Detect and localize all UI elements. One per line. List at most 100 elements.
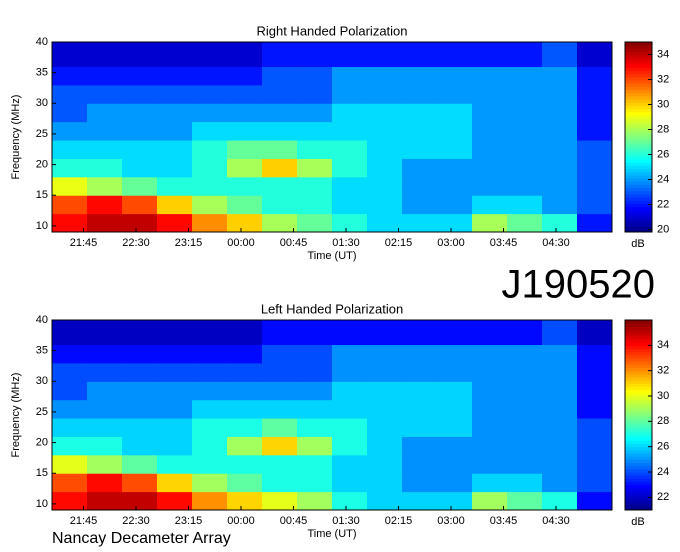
- heatmap-cell: [507, 436, 543, 456]
- heatmap-cell: [192, 491, 228, 511]
- heatmap-cell: [542, 195, 578, 215]
- colorbar-segment: [625, 440, 652, 444]
- heatmap-cell: [192, 473, 228, 493]
- heatmap-cell: [157, 454, 193, 474]
- heatmap-cell: [122, 213, 158, 233]
- heatmap-cell: [52, 381, 88, 401]
- heatmap-cell: [297, 103, 333, 123]
- heatmap-cell: [472, 418, 508, 437]
- heatmap-cell: [157, 42, 193, 68]
- y-tick-label: 35: [36, 345, 48, 357]
- heatmap-cell: [157, 140, 193, 159]
- heatmap-cell: [87, 436, 123, 456]
- heatmap-cell: [52, 213, 88, 233]
- colorbar-segment: [625, 130, 652, 135]
- colorbar-tick-label: 30: [657, 390, 669, 402]
- y-tick-label: 10: [36, 220, 48, 232]
- heatmap-cell: [227, 344, 263, 364]
- heatmap-cell: [332, 213, 368, 233]
- heatmap-cell: [262, 42, 298, 68]
- heatmap-cell: [507, 84, 543, 104]
- heatmap-cell: [52, 195, 88, 215]
- heatmap-cell: [262, 121, 298, 141]
- heatmap-cell: [402, 121, 438, 141]
- colorbar-segment: [625, 345, 652, 349]
- heatmap-cell: [262, 399, 298, 419]
- heatmap-cell: [542, 418, 578, 437]
- colorbar-segment: [625, 181, 652, 185]
- heatmap-cell: [507, 195, 543, 215]
- heatmap-cell: [122, 362, 158, 382]
- heatmap-cell: [577, 66, 613, 86]
- colorbar-segment: [625, 421, 652, 425]
- heatmap-cell: [577, 84, 613, 104]
- heatmap-cell: [227, 195, 263, 215]
- heatmap-cell: [192, 158, 228, 178]
- x-tick-label: 03:00: [437, 515, 465, 527]
- heatmap-cell: [262, 344, 298, 364]
- heatmap-cell: [437, 362, 473, 382]
- heatmap-cell: [577, 103, 613, 123]
- colorbar-segment: [625, 354, 652, 359]
- heatmap-cell: [437, 344, 473, 364]
- heatmap-cell: [297, 320, 333, 346]
- heatmap-cell: [87, 195, 123, 215]
- heatmap-cell: [52, 176, 88, 196]
- heatmap-cell: [332, 195, 368, 215]
- heatmap-cell: [507, 42, 543, 68]
- heatmap-cell: [507, 491, 543, 511]
- colorbar-segment: [625, 320, 652, 324]
- colorbar-segment: [625, 323, 652, 327]
- heatmap-cell: [577, 42, 613, 68]
- colorbar-segment: [625, 437, 652, 441]
- colorbar-segment: [625, 92, 652, 97]
- y-tick-label: 40: [36, 36, 48, 48]
- colorbar-tick-label: 24: [657, 466, 669, 478]
- heatmap-cell: [577, 454, 613, 474]
- colorbar-segment: [625, 475, 652, 479]
- heatmap-cell: [157, 436, 193, 456]
- colorbar-segment: [625, 364, 652, 368]
- heatmap-cell: [472, 436, 508, 456]
- colorbar-segment: [625, 175, 652, 179]
- heatmap-cell: [87, 381, 123, 401]
- colorbar-segment: [625, 137, 652, 141]
- colorbar-segment: [625, 213, 652, 217]
- heatmap-cell: [472, 344, 508, 364]
- heatmap-cell: [367, 140, 403, 159]
- heatmap-cell: [507, 418, 543, 437]
- heatmap-cell: [542, 176, 578, 196]
- heatmap-cell: [332, 42, 368, 68]
- heatmap-cell: [262, 176, 298, 196]
- heatmap-cell: [157, 362, 193, 382]
- heatmap-cell: [577, 213, 613, 233]
- colorbar-segment: [625, 396, 652, 400]
- heatmap-cell: [577, 436, 613, 456]
- heatmap-cell: [332, 491, 368, 511]
- colorbar-segment: [625, 168, 652, 173]
- x-tick-label: 00:45: [280, 237, 308, 249]
- heatmap-cell: [437, 103, 473, 123]
- heatmap-cell: [472, 140, 508, 159]
- colorbar-segment: [625, 326, 652, 330]
- x-tick-label: 04:30: [542, 515, 570, 527]
- heatmap-cell: [192, 362, 228, 382]
- x-tick-label: 02:15: [385, 515, 413, 527]
- heatmap-cell: [472, 103, 508, 123]
- colorbar-segment: [625, 481, 652, 486]
- colorbar-segment: [625, 99, 652, 103]
- heatmap-cell: [122, 195, 158, 215]
- heatmap-cell: [87, 213, 123, 233]
- x-tick-label: 23:15: [175, 237, 203, 249]
- heatmap-cell: [472, 454, 508, 474]
- heatmap-cell: [297, 362, 333, 382]
- y-tick-label: 30: [36, 97, 48, 109]
- heatmap-cell: [507, 66, 543, 86]
- heatmap-cell: [87, 66, 123, 86]
- heatmap-cell: [262, 418, 298, 437]
- colorbar-segment: [625, 500, 652, 505]
- heatmap-cell: [87, 158, 123, 178]
- heatmap-cell: [402, 381, 438, 401]
- colorbar-segment: [625, 54, 652, 59]
- heatmap-cell: [332, 66, 368, 86]
